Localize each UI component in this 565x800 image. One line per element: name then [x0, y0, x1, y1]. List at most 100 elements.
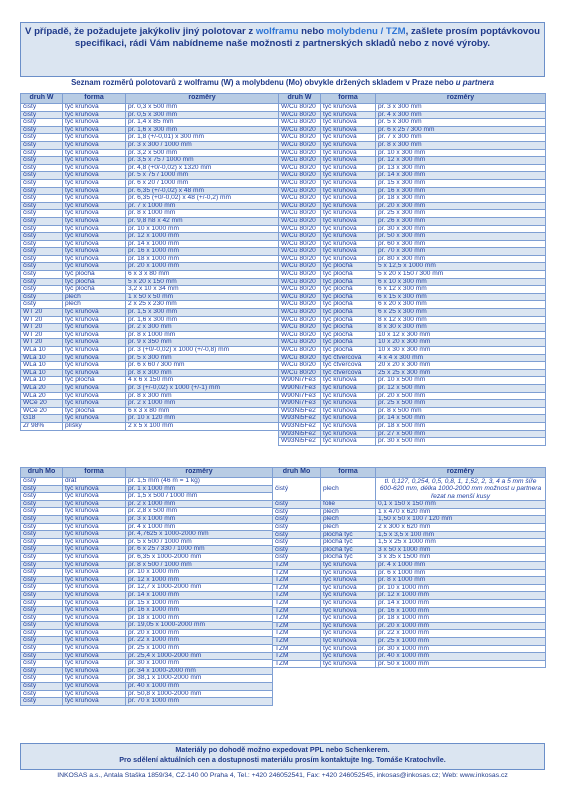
table-cell: tyč kruhová	[62, 368, 126, 378]
table-cell: pr. 1,5 x 500 / 1000 mm	[125, 492, 273, 501]
table-cell: čistý	[272, 553, 321, 562]
table-cell: pr. 30 x 1000 mm	[375, 644, 546, 654]
table-cell: W/Cu 80/20	[278, 368, 321, 378]
table-cell: W93Ni5Fe2	[278, 414, 321, 423]
table-cell: pr. 25 x 300 mm	[375, 209, 546, 218]
table-row: W/Cu 80/20 tyč plochá 5 x 12,5 x 1000 mm	[278, 262, 546, 272]
table-cell: čistý	[20, 590, 63, 600]
table-row: TZM tyč kruhová pr. 6 x 1000 mm	[272, 568, 546, 578]
table-cell: tyč plochá	[320, 292, 376, 302]
table-cell: tyč kruhová	[62, 338, 126, 347]
table-cell: tyč kruhová	[62, 583, 126, 592]
table-cell: WCe 20	[20, 399, 63, 408]
table-cell: pr. 14 x 1000 mm	[125, 239, 279, 249]
table-cell: W/Cu 80/20	[278, 285, 321, 294]
table-cell: W/Cu 80/20	[278, 323, 321, 332]
table-cell: čistý	[20, 239, 63, 249]
table-row: WLa 20 tyč kruhová pr. 8 x 300 mm	[20, 391, 279, 401]
table-row: čistý tyč kruhová pr. 6 x 25 / 330 / 1000 …	[20, 545, 273, 554]
table-row: čistý tyč kruhová pr. 30 x 1000 mm	[20, 659, 273, 668]
table-cell: W/Cu 80/20	[278, 277, 321, 287]
table-row: W/Cu 80/20 tyč kruhová pr. 10 x 300 mm	[278, 148, 546, 158]
table-cell: čistý	[20, 140, 63, 150]
table-cell: tyč kruhová	[62, 103, 126, 112]
table-cell: tyč kruhová	[320, 383, 376, 393]
table-cell: 6 x 20 x 300 mm	[375, 300, 546, 310]
table-cell: 6 x 25 x 300 mm	[375, 308, 546, 317]
table-cell: tyč kruhová	[62, 399, 126, 408]
table-cell: tyč plochá	[62, 285, 126, 294]
table-row: čistý tyč kruhová pr. 3 x 1000 mm	[20, 514, 273, 524]
table-cell: 10 x 30 x 300 mm	[375, 346, 546, 355]
table-cell: pr. 7 x 1000 mm	[125, 201, 279, 211]
column-header: rozměry	[125, 467, 273, 478]
table-cell: pr. 1,6 x 300 mm	[125, 125, 279, 135]
table-cell: pr. 14 x 500 mm	[375, 414, 546, 423]
table-cell: tyč kruhová	[320, 429, 376, 439]
table-cell: tyč kruhová	[62, 484, 126, 494]
table-row: W/Cu 80/20 tyč plochá 10 x 12 x 300 mm	[278, 330, 546, 340]
table-cell: TZM	[272, 644, 321, 654]
table-cell: pr. 30 x 1000 mm	[125, 659, 273, 668]
table-cell: drát	[62, 477, 126, 486]
table-cell: pr. 3 (+0/-0,02) x 1000 (+/-0,8) mm	[125, 346, 279, 355]
table-cell: W/Cu 80/20	[278, 247, 321, 256]
table-cell: pr. 38,1 x 1000-2000 mm	[125, 674, 273, 684]
table-cell: Zr 98%	[20, 421, 63, 431]
table-row: čistý plech 2 x 25 x 230 mm	[20, 300, 279, 310]
table-row: W/Cu 80/20 tyč kruhová pr. 13 x 300 mm	[278, 163, 546, 173]
table-row: čistý tyč plochá 3,2 x 10 x 34 mm	[20, 285, 279, 294]
table-cell: pr. 1,5 x 300 mm	[125, 308, 279, 317]
table-cell: tyč plochá	[320, 308, 376, 317]
table-cell: čistý	[20, 651, 63, 661]
table-row: čistý tyč kruhová pr. 22 x 1000 mm	[20, 636, 273, 646]
table-cell: tyč plochá	[320, 277, 376, 287]
table-cell: tyč kruhová	[320, 140, 376, 150]
table-cell: pr. 8 x 300 mm	[125, 391, 279, 401]
table-cell: W/Cu 80/20	[278, 270, 321, 279]
table-cell: pr. 50,8 x 1000-2000 mm	[125, 689, 273, 699]
table-cell: pr. 8 x 1000 mm	[125, 209, 279, 218]
table-cell: tyč kruhová	[320, 178, 376, 188]
table-cell: pr. 8 x 1000 mm	[375, 576, 546, 585]
table-cell: čistý	[20, 682, 63, 691]
table-row: WT 20 tyč kruhová pr. 1,6 x 300 mm	[20, 315, 279, 325]
table-cell: W90Ni7Fe3	[278, 383, 321, 393]
table-cell: pr. 30 x 500 mm	[375, 437, 546, 446]
table-cell: pr. 5 x 500 / 1000 mm	[125, 537, 273, 547]
table-cell: pr. 1,4 x 85 mm	[125, 118, 279, 127]
table-row: W/Cu 80/20 tyč kruhová pr. 20 x 300 mm	[278, 201, 546, 211]
table-cell: tyč kruhová	[62, 697, 126, 706]
table-cell: pr. 4 x 1000 mm	[375, 560, 546, 570]
table-cell: pr. 40 x 1000 mm	[125, 682, 273, 691]
table-cell: pr. 15 x 300 mm	[375, 178, 546, 188]
table-cell: pr. 6,35 (+/-0,02) x 48 mm	[125, 186, 279, 196]
table-cell: pr. 50 x 300 mm	[375, 232, 546, 241]
table-row: čistý tyč kruhová pr. 6,35 (+/-0,02) x 48 …	[20, 186, 279, 196]
table-cell: TZM	[272, 636, 321, 646]
table-row: čistý plech 1 x 50 x 50 mm	[20, 292, 279, 302]
table-cell: tyč kruhová	[62, 239, 126, 249]
table-cell: tyč kruhová	[62, 383, 126, 393]
table-row: čistý tyč kruhová pr. 70 x 1000 mm	[20, 697, 273, 706]
table-cell: tyč kruhová	[62, 590, 126, 600]
table-cell: pr. 60 x 300 mm	[375, 239, 546, 249]
table-row: čistý plochá tyč 3 x 50 x 1000 mm	[272, 545, 546, 555]
table-row: TZM tyč kruhová pr. 12 x 1000 mm	[272, 591, 546, 600]
table-cell: pr. 12 x 1000 mm	[125, 232, 279, 241]
table-row: čistý tyč kruhová pr. 16 x 1000 mm	[20, 606, 273, 615]
table-cell: tyč kruhová	[62, 530, 126, 539]
table-cell: W/Cu 80/20	[278, 254, 321, 264]
table-cell: tyč kruhová	[62, 651, 126, 661]
table-cell: čistý	[20, 666, 63, 676]
table-cell: pr. 9,8 h8 x 42 mm	[125, 216, 279, 226]
table-cell: pr. 12 x 1000 mm	[375, 591, 546, 600]
table-cell: pr. 10 x 120 mm	[125, 414, 279, 423]
table-row: TZM tyč kruhová pr. 4 x 1000 mm	[272, 560, 546, 570]
table-row: W/Cu 80/20 tyč kruhová pr. 3 x 300 mm	[278, 103, 546, 112]
table-cell: pr. 10 x 1000 mm	[125, 568, 273, 577]
table-cell: čistý	[272, 538, 321, 547]
note-line: Materiály po dohodě možno expedovat PPL …	[175, 745, 390, 754]
table-cell: tyč kruhová	[62, 330, 126, 340]
table-row: TZM tyč kruhová pr. 22 x 1000 mm	[272, 629, 546, 638]
